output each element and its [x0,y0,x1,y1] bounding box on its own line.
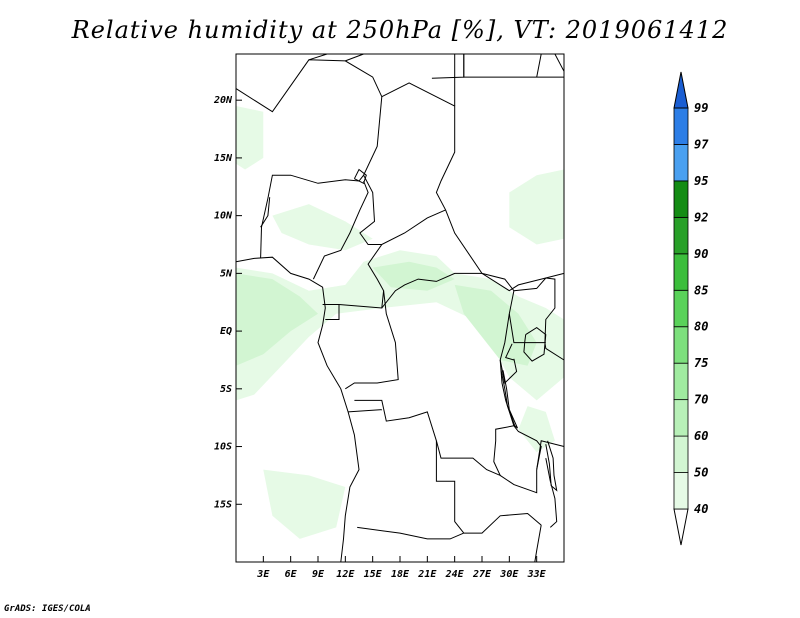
colorbar-bin [673,472,689,510]
lon-tick-label: 12E [336,569,355,580]
colorbar-bin [673,180,689,218]
border-line [359,174,446,245]
colorbar-bin [673,362,689,401]
lon-tick-label: 15E [364,569,383,580]
longitude-ticks: 3E 6E 9E 12E 15E 18E 21E 24E 27E 30E 33E [256,556,547,580]
colorbar-label: 70 [694,393,708,407]
border-line [381,272,482,309]
border-line [534,525,542,563]
border-line [508,313,546,344]
colorbar-bin [673,144,689,182]
lon-tick-label: 9E [312,569,325,580]
humidity-area [509,169,564,245]
border-line [545,440,558,492]
humidity-area [372,261,455,291]
border-line [235,256,360,563]
colorbar-bin [673,107,689,145]
colorbar-upper-triangle [673,71,689,109]
border-line [545,458,558,528]
border-line [523,326,547,362]
colorbar-label: 50 [694,466,708,480]
humidity-area [272,204,373,251]
credit-text: GrADS: IGES/COLA [4,604,91,614]
lat-tick-label: 5S [220,384,232,395]
border-line [345,290,399,390]
latitude-ticks: 20N 15N 10N 5N EQ 5S 10S 15S [213,95,242,510]
border-line [499,469,538,494]
lat-tick-label: 10S [214,442,232,453]
colorbar-bin [673,216,689,255]
border-line [322,244,385,309]
border-line [345,53,364,62]
border-line [513,277,565,361]
lat-tick-label: 20N [213,95,233,106]
lon-tick-label: 33E [527,569,547,580]
lat-tick-label: 15N [214,153,233,164]
lat-tick-label: 10N [214,211,233,222]
border-line [348,409,382,413]
chart-title: Relative humidity at 250hPa [%], VT: 201… [71,16,729,44]
humidity-area [518,406,555,453]
border-line [354,272,515,477]
lat-tick-label: EQ [220,326,232,337]
lon-tick-label: 18E [391,569,410,580]
colorbar-label: 80 [694,320,708,334]
lon-tick-label: 30E [499,569,519,580]
humidity-area [236,250,564,401]
border-line [235,59,383,259]
border-line [536,440,565,470]
humidity-area [236,273,318,366]
border-line [431,54,465,79]
country-borders [235,53,565,563]
colorbar-bin [673,253,689,291]
colorbar-bin [673,326,689,364]
lat-tick-label: 15S [214,499,232,510]
lon-tick-label: 6E [285,569,298,580]
colorbar-label: 40 [694,502,708,516]
border-line [353,168,367,185]
lon-tick-label: 24E [445,569,465,580]
colorbar-label: 75 [694,356,708,370]
border-line [513,425,542,470]
colorbar-label: 60 [694,429,708,443]
colorbar-label: 85 [694,283,708,297]
lon-tick-label: 27E [472,569,492,580]
border-line [463,512,542,534]
humidity-area [454,284,537,366]
lon-tick-label: 3E [256,569,270,580]
border-line [357,526,464,540]
colorbar-label: 97 [694,137,709,151]
colorbar-label: 92 [694,210,708,224]
colorbar-lower-triangle [673,508,689,546]
colorbar-bin [673,399,689,437]
colorbar-label: 99 [694,101,708,115]
lat-tick-label: 5N [220,268,233,279]
border-line [500,370,518,429]
colorbar-label: 95 [694,174,708,188]
border-line [435,440,465,534]
colorbar-label: 90 [694,247,708,261]
humidity-area [263,469,346,539]
border-line [499,358,518,385]
humidity-area [236,106,264,170]
lon-tick-label: 21E [417,569,437,580]
colorbar-bin [673,435,689,473]
border-line [312,180,369,280]
border-line [325,304,340,320]
humidity-fields [236,106,564,539]
border-line [308,53,328,61]
border-line [505,343,515,361]
colorbar-bin [673,289,689,328]
border-line [260,197,271,228]
